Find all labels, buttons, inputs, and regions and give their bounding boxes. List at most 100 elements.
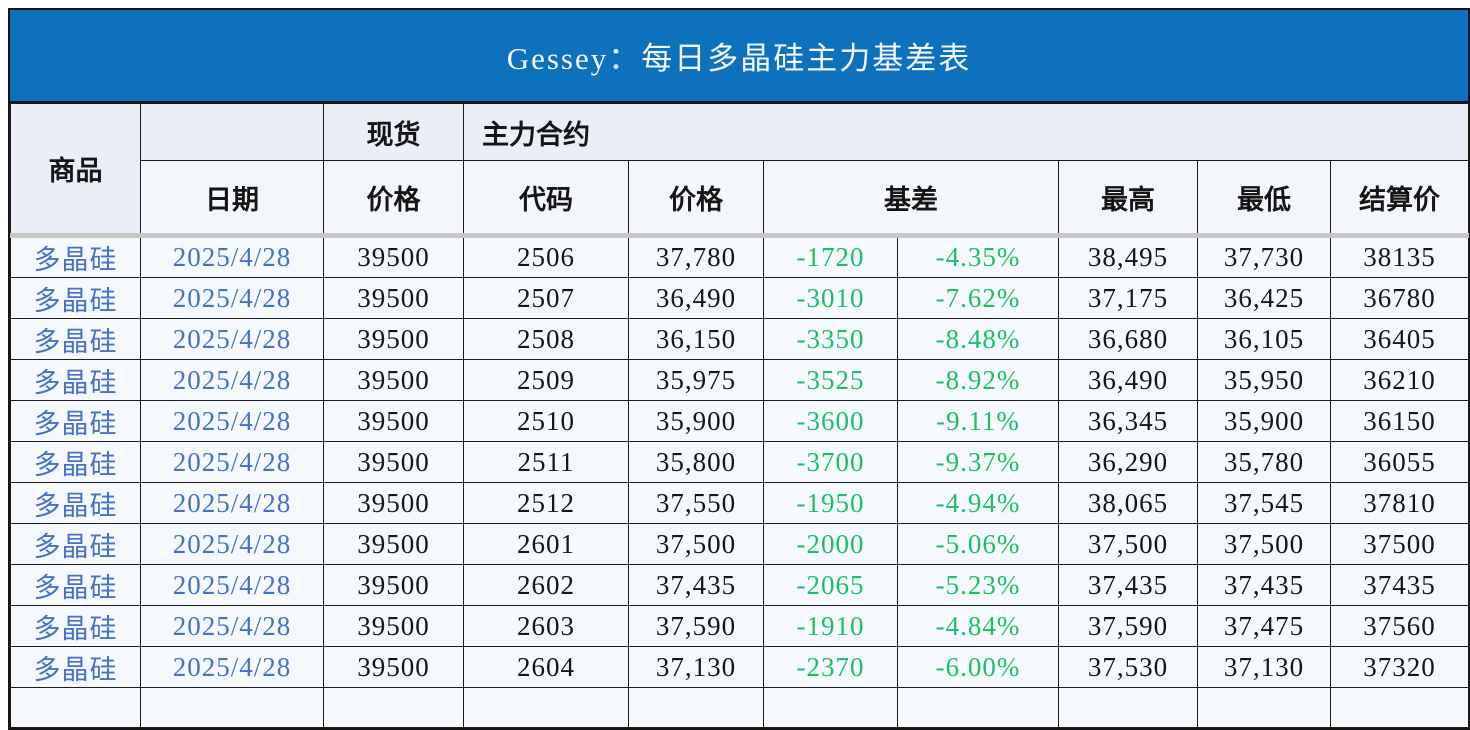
cell-contract-price: 37,435 — [628, 564, 764, 606]
table-row-partial — [10, 687, 1470, 728]
cell-empty — [628, 687, 764, 728]
cell-settlement: 36780 — [1329, 277, 1470, 319]
cell-commodity: 多晶硅 — [10, 523, 141, 565]
cell-empty — [897, 687, 1059, 728]
cell-contract-price: 35,800 — [628, 441, 764, 483]
cell-basis-percent: -9.37% — [897, 441, 1059, 483]
cell-high: 38,495 — [1058, 235, 1198, 278]
cell-contract-code: 2506 — [463, 235, 629, 278]
cell-commodity: 多晶硅 — [10, 400, 141, 442]
cell-basis-percent: -4.94% — [897, 482, 1059, 524]
table-row: 多晶硅 2025/4/28 39500 2512 37,550 -1950 -4.94% 38… — [10, 482, 1470, 524]
cell-commodity: 多晶硅 — [10, 482, 141, 524]
header-spot-group: 现货 — [323, 103, 464, 161]
cell-low: 37,545 — [1197, 482, 1331, 524]
cell-date: 2025/4/28 — [140, 482, 324, 524]
cell-commodity: 多晶硅 — [10, 277, 141, 319]
header-contract-price: 价格 — [628, 160, 764, 238]
cell-contract-code: 2512 — [463, 482, 629, 524]
table-row: 多晶硅 2025/4/28 39500 2604 37,130 -2370 -6.00% 37… — [10, 646, 1470, 688]
table-row: 多晶硅 2025/4/28 39500 2601 37,500 -2000 -5.06% 37… — [10, 523, 1470, 565]
cell-date: 2025/4/28 — [140, 277, 324, 319]
cell-date: 2025/4/28 — [140, 359, 324, 401]
cell-contract-price: 37,130 — [628, 646, 764, 688]
cell-settlement: 37560 — [1329, 605, 1470, 647]
cell-high: 36,290 — [1058, 441, 1198, 483]
cell-contract-code: 2511 — [463, 441, 629, 483]
table-row: 多晶硅 2025/4/28 39500 2507 36,490 -3010 -7.62% 37… — [10, 277, 1470, 319]
cell-low: 37,730 — [1197, 235, 1331, 278]
header-basis: 基差 — [763, 160, 1059, 238]
header-date: 日期 — [140, 160, 324, 238]
cell-spot-price: 39500 — [323, 359, 464, 401]
cell-commodity: 多晶硅 — [10, 359, 141, 401]
header-low: 最低 — [1197, 160, 1331, 238]
cell-basis-percent: -4.35% — [897, 235, 1059, 278]
cell-date: 2025/4/28 — [140, 564, 324, 606]
basis-table: 商品 现货 主力合约 日期 价格 代码 价格 基差 最高 最低 结算价 多晶硅 2… — [10, 103, 1470, 728]
cell-basis-percent: -6.00% — [897, 646, 1059, 688]
cell-basis: -1720 — [763, 235, 898, 278]
cell-high: 36,490 — [1058, 359, 1198, 401]
cell-basis: -3600 — [763, 400, 898, 442]
cell-low: 36,425 — [1197, 277, 1331, 319]
cell-empty — [463, 687, 629, 728]
cell-basis: -3700 — [763, 441, 898, 483]
cell-date: 2025/4/28 — [140, 646, 324, 688]
cell-high: 38,065 — [1058, 482, 1198, 524]
cell-date: 2025/4/28 — [140, 605, 324, 647]
cell-basis: -2000 — [763, 523, 898, 565]
cell-low: 35,950 — [1197, 359, 1331, 401]
cell-date: 2025/4/28 — [140, 235, 324, 278]
cell-contract-price: 37,550 — [628, 482, 764, 524]
cell-commodity: 多晶硅 — [10, 564, 141, 606]
cell-contract-price: 37,590 — [628, 605, 764, 647]
cell-low: 37,500 — [1197, 523, 1331, 565]
cell-low: 37,475 — [1197, 605, 1331, 647]
report-title: Gessey：每日多晶硅主力基差表 — [506, 41, 972, 76]
cell-commodity: 多晶硅 — [10, 605, 141, 647]
table-row: 多晶硅 2025/4/28 39500 2509 35,975 -3525 -8.92% 36… — [10, 359, 1470, 401]
cell-basis: -2065 — [763, 564, 898, 606]
cell-contract-price: 35,900 — [628, 400, 764, 442]
cell-spot-price: 39500 — [323, 646, 464, 688]
cell-empty — [10, 687, 141, 728]
cell-empty — [763, 687, 898, 728]
cell-contract-code: 2603 — [463, 605, 629, 647]
cell-high: 37,590 — [1058, 605, 1198, 647]
table-row: 多晶硅 2025/4/28 39500 2602 37,435 -2065 -5.23% 37… — [10, 564, 1470, 606]
cell-high: 37,500 — [1058, 523, 1198, 565]
basis-table-sheet: Gessey：每日多晶硅主力基差表 商品 现货 主力合约 日期 价格 代码 价格… — [8, 8, 1470, 730]
cell-spot-price: 39500 — [323, 564, 464, 606]
cell-settlement: 38135 — [1329, 235, 1470, 278]
cell-basis-percent: -4.84% — [897, 605, 1059, 647]
cell-low: 37,130 — [1197, 646, 1331, 688]
cell-commodity: 多晶硅 — [10, 646, 141, 688]
cell-empty — [1329, 687, 1470, 728]
cell-spot-price: 39500 — [323, 318, 464, 360]
cell-settlement: 36210 — [1329, 359, 1470, 401]
cell-contract-code: 2604 — [463, 646, 629, 688]
cell-date: 2025/4/28 — [140, 400, 324, 442]
cell-contract-price: 36,490 — [628, 277, 764, 319]
cell-spot-price: 39500 — [323, 277, 464, 319]
cell-contract-code: 2602 — [463, 564, 629, 606]
cell-basis-percent: -7.62% — [897, 277, 1059, 319]
cell-basis: -2370 — [763, 646, 898, 688]
header-settlement: 结算价 — [1329, 160, 1470, 238]
table-row: 多晶硅 2025/4/28 39500 2511 35,800 -3700 -9.37% 36… — [10, 441, 1470, 483]
cell-spot-price: 39500 — [323, 605, 464, 647]
cell-basis: -3525 — [763, 359, 898, 401]
cell-contract-price: 37,500 — [628, 523, 764, 565]
table-row: 多晶硅 2025/4/28 39500 2508 36,150 -3350 -8.48% 36… — [10, 318, 1470, 360]
cell-commodity: 多晶硅 — [10, 318, 141, 360]
cell-date: 2025/4/28 — [140, 523, 324, 565]
cell-date: 2025/4/28 — [140, 318, 324, 360]
cell-settlement: 37810 — [1329, 482, 1470, 524]
cell-basis-percent: -5.23% — [897, 564, 1059, 606]
cell-spot-price: 39500 — [323, 441, 464, 483]
table-row: 多晶硅 2025/4/28 39500 2603 37,590 -1910 -4.84% 37… — [10, 605, 1470, 647]
cell-high: 37,175 — [1058, 277, 1198, 319]
cell-contract-price: 36,150 — [628, 318, 764, 360]
cell-high: 37,435 — [1058, 564, 1198, 606]
